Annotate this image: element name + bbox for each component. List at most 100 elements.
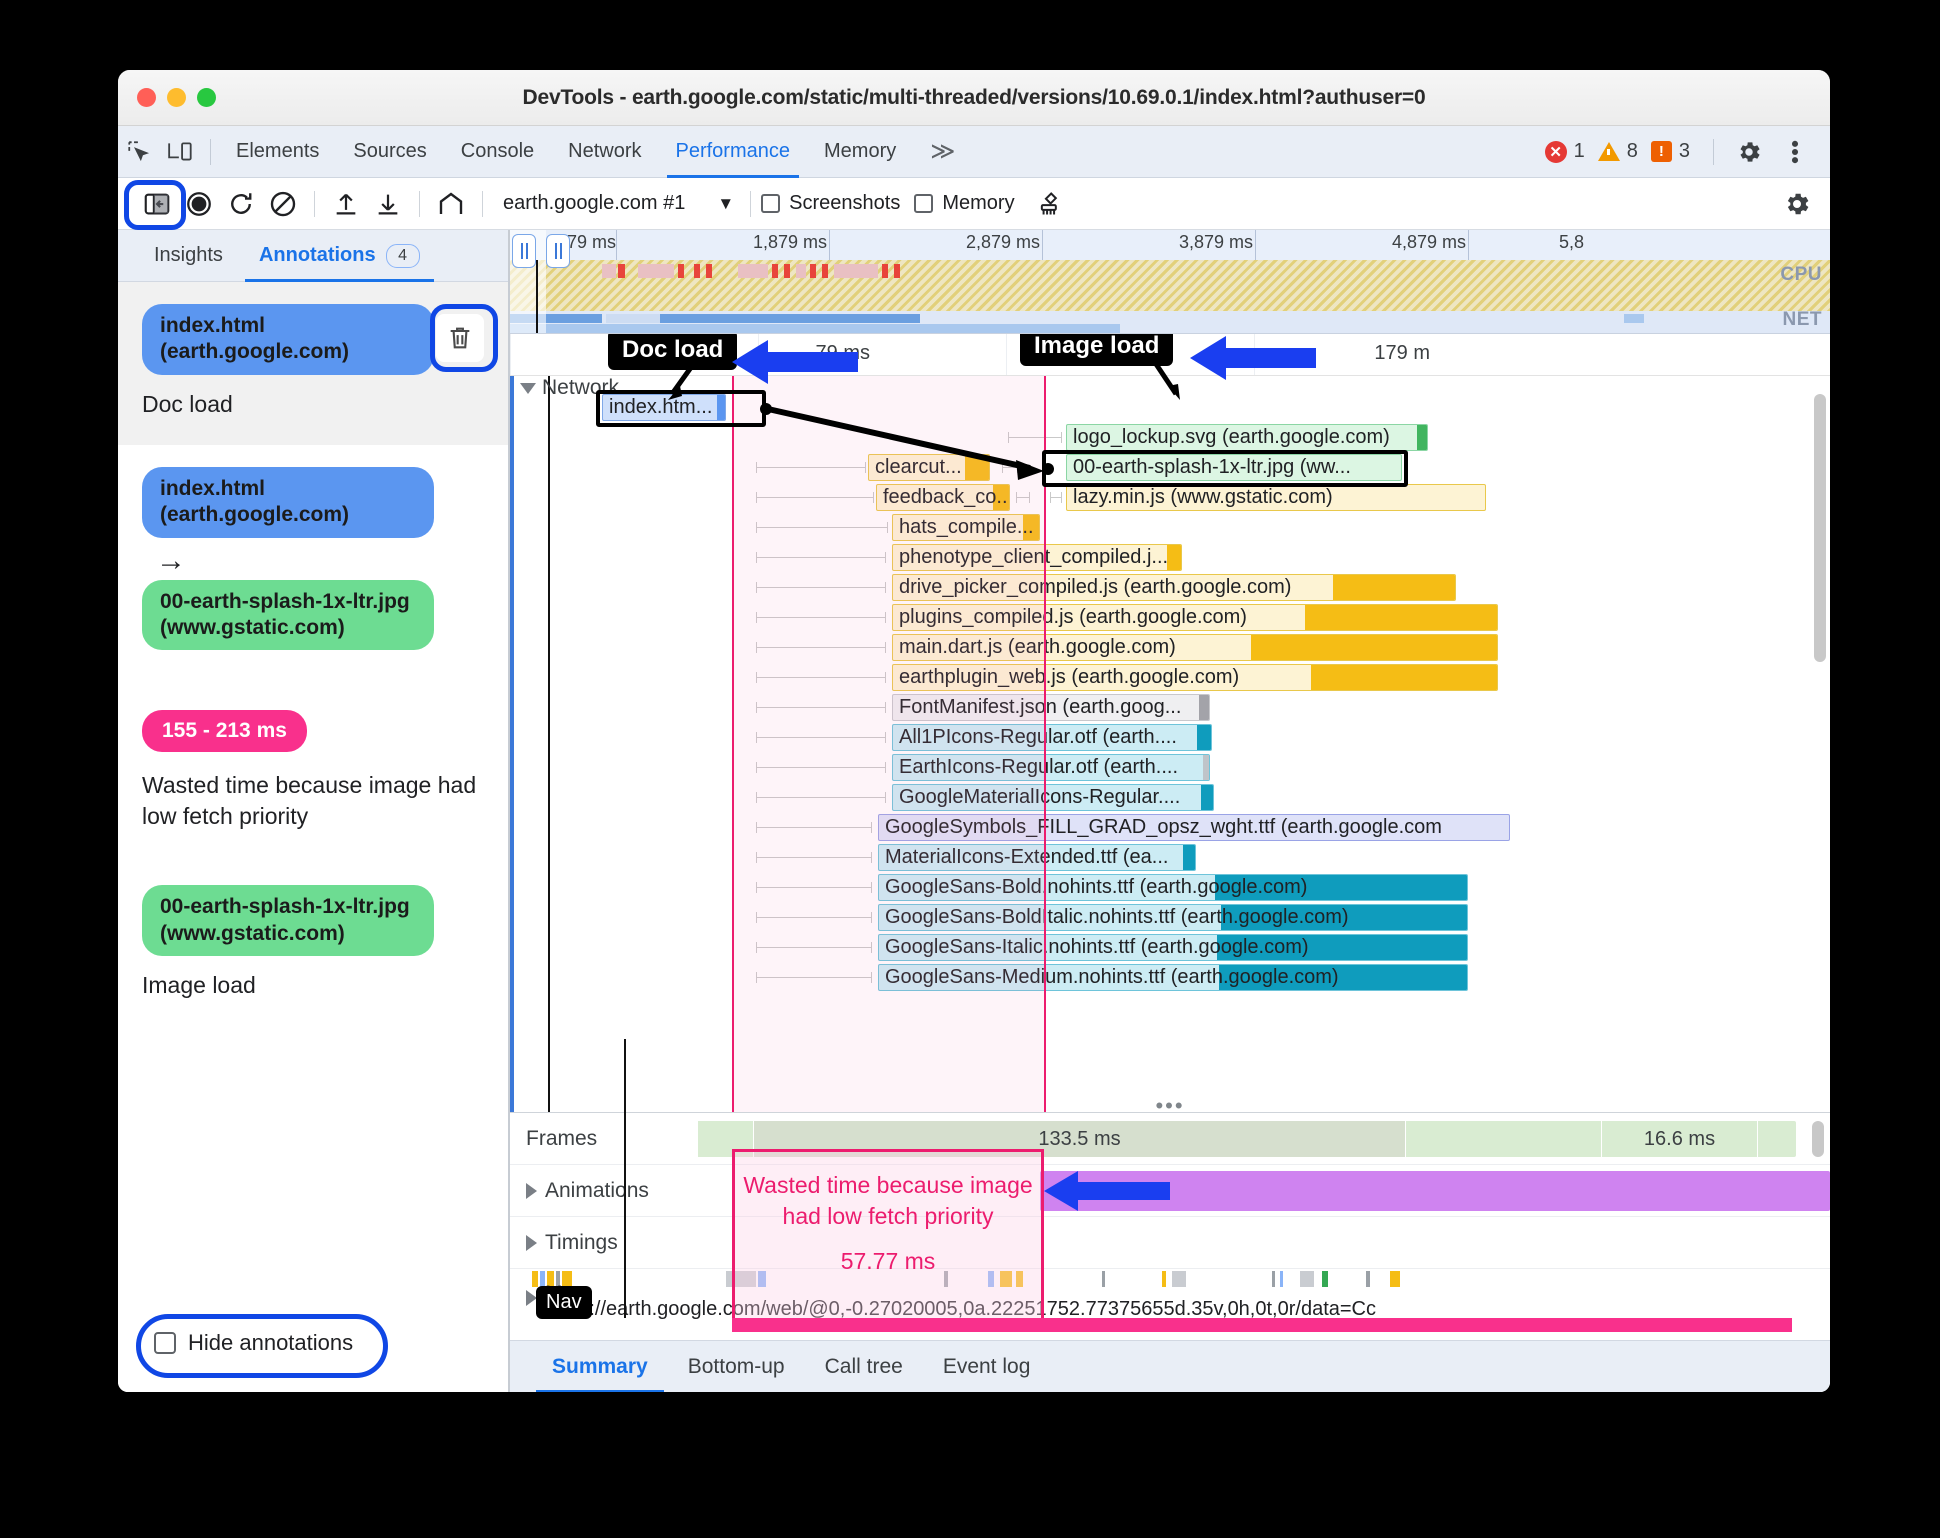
request-bar-all1picons[interactable]: All1PIcons-Regular.otf (earth.... (892, 724, 1212, 751)
request-bar-hats[interactable]: hats_compile... (892, 514, 1040, 541)
table-row[interactable]: All1PIcons-Regular.otf (earth.... (510, 724, 1830, 751)
annotation-item-time-range[interactable]: 155 - 213 ms Wasted time because image h… (118, 676, 508, 857)
annotation-item-doc-load[interactable]: index.html (earth.google.com) Doc load (118, 282, 508, 446)
tab-bottom-up[interactable]: Bottom-up (668, 1341, 805, 1393)
tab-elements[interactable]: Elements (219, 126, 336, 178)
entry-chip-from[interactable]: index.html (earth.google.com) (142, 467, 434, 538)
expand-tracks-ellipsis[interactable]: ••• (1155, 1093, 1185, 1118)
warning-counter[interactable]: 8 (1597, 140, 1638, 163)
annotation-item-image-load[interactable]: 00-earth-splash-1x-ltr.jpg (www.gstatic.… (118, 857, 508, 1026)
tab-performance[interactable]: Performance (659, 126, 808, 178)
tab-summary[interactable]: Summary (532, 1341, 668, 1392)
annotations-list[interactable]: index.html (earth.google.com) Doc load i… (118, 282, 508, 1320)
screenshots-checkbox[interactable]: Screenshots (761, 192, 900, 215)
time-range-chip[interactable]: 155 - 213 ms (142, 710, 307, 753)
memory-checkbox[interactable]: Memory (914, 192, 1015, 215)
request-bar-plugins[interactable]: plugins_compiled.js (earth.google.com) (892, 604, 1498, 631)
reload-record-icon[interactable] (220, 184, 262, 224)
frame-duration[interactable]: 16.6 ms (1602, 1121, 1758, 1157)
table-row[interactable]: hats_compile... (510, 514, 1830, 541)
table-row[interactable]: phenotype_client_compiled.j... (510, 544, 1830, 571)
more-tabs-button[interactable]: ≫ (913, 126, 972, 178)
recording-selector[interactable]: earth.google.com #1 ▼ (497, 192, 740, 215)
table-row[interactable]: main.dart.js (earth.google.com) (510, 634, 1830, 661)
network-request-rows[interactable]: index.htm... logo_lockup.svg (earth.goog… (510, 376, 1830, 1112)
home-icon[interactable] (430, 184, 472, 224)
frames-track[interactable]: Frames 133.5 ms 16.6 ms (510, 1113, 1830, 1165)
table-row[interactable]: EarthIcons-Regular.otf (earth.... (510, 754, 1830, 781)
wasted-time-overlay[interactable]: Wasted time because image had low fetch … (732, 1149, 1044, 1321)
table-row[interactable]: GoogleSymbols_FILL_GRAD_opsz_wght.ttf (e… (510, 814, 1830, 841)
minimize-button[interactable] (167, 88, 186, 107)
overview-handle-right[interactable] (546, 234, 570, 268)
request-bar-googlesans-italic[interactable]: GoogleSans-Italic.nohints.ttf (earth.goo… (878, 934, 1468, 961)
upload-icon[interactable] (325, 184, 367, 224)
request-bar-drive-picker[interactable]: drive_picker_compiled.js (earth.google.c… (892, 574, 1456, 601)
tab-console[interactable]: Console (444, 126, 551, 178)
animation-bar[interactable] (1040, 1171, 1830, 1211)
request-bar-googlesans-bolditalic[interactable]: GoogleSans-BoldItalic.nohints.ttf (earth… (878, 904, 1468, 931)
request-bar-earth-splash[interactable]: 00-earth-splash-1x-ltr.jpg (ww... (1066, 454, 1402, 481)
network-track-header[interactable]: Network (510, 376, 619, 400)
request-bar-phenotype[interactable]: phenotype_client_compiled.j... (892, 544, 1182, 571)
record-circle-icon[interactable] (178, 184, 220, 224)
frames-scrollbar[interactable] (1812, 1121, 1824, 1157)
tab-memory[interactable]: Memory (807, 126, 913, 178)
table-row[interactable]: MaterialIcons-Extended.ttf (ea... (510, 844, 1830, 871)
inspect-cursor-icon[interactable] (118, 132, 160, 172)
timings-track[interactable]: Timings (510, 1217, 1830, 1269)
table-row[interactable]: FontManifest.json (earth.goog... (510, 694, 1830, 721)
overview-handle-left[interactable] (512, 234, 536, 268)
request-bar-main-dart[interactable]: main.dart.js (earth.google.com) (892, 634, 1498, 661)
request-bar-googlesans-medium[interactable]: GoogleSans-Medium.nohints.ttf (earth.goo… (878, 964, 1468, 991)
table-row[interactable]: GoogleSans-Bold.nohints.ttf (earth.googl… (510, 874, 1830, 901)
request-bar-earthicons[interactable]: EarthIcons-Regular.otf (earth.... (892, 754, 1210, 781)
gear-icon[interactable] (1728, 132, 1770, 172)
timeline-overview[interactable]: 879 ms 1,879 ms 2,879 ms 3,879 ms 4,879 … (510, 230, 1830, 334)
request-bar-clearcut[interactable]: clearcut... (868, 454, 990, 481)
sidebar-tab-insights[interactable]: Insights (136, 230, 241, 282)
table-row[interactable]: index.htm... (510, 394, 1830, 421)
table-row[interactable]: plugins_compiled.js (earth.google.com) (510, 604, 1830, 631)
entry-chip[interactable]: 00-earth-splash-1x-ltr.jpg (www.gstatic.… (142, 885, 434, 956)
table-row[interactable]: GoogleSans-BoldItalic.nohints.ttf (earth… (510, 904, 1830, 931)
annotation-item-link[interactable]: index.html (earth.google.com) → 00-earth… (118, 445, 508, 676)
kebab-menu-icon[interactable] (1774, 132, 1816, 172)
request-bar-feedback[interactable]: feedback_co... (876, 484, 1010, 511)
animations-track[interactable]: Animations (510, 1165, 1830, 1217)
tab-network[interactable]: Network (551, 126, 658, 178)
request-bar-lazy-min-js[interactable]: lazy.min.js (www.gstatic.com) (1066, 484, 1486, 511)
download-icon[interactable] (367, 184, 409, 224)
entry-chip[interactable]: index.html (earth.google.com) (142, 304, 434, 375)
table-row[interactable]: earthplugin_web.js (earth.google.com) (510, 664, 1830, 691)
perf-settings-gear-icon[interactable] (1776, 184, 1818, 224)
request-bar-index-html[interactable]: index.htm... (602, 394, 726, 421)
table-row[interactable]: clearcut... 00-earth-splash-1x-ltr.jpg (… (510, 454, 1830, 481)
delete-annotation-button[interactable] (436, 314, 484, 362)
table-row[interactable]: drive_picker_compiled.js (earth.google.c… (510, 574, 1830, 601)
request-bar-googlesymbols[interactable]: GoogleSymbols_FILL_GRAD_opsz_wght.ttf (e… (878, 814, 1510, 841)
main-track[interactable]: Ma (510, 1269, 1830, 1327)
table-row[interactable]: GoogleSans-Italic.nohints.ttf (earth.goo… (510, 934, 1830, 961)
sidebar-tab-annotations[interactable]: Annotations 4 (241, 230, 438, 282)
request-bar-googlesans-bold[interactable]: GoogleSans-Bold.nohints.ttf (earth.googl… (878, 874, 1468, 901)
request-bar-logo-lockup[interactable]: logo_lockup.svg (earth.google.com) (1066, 424, 1428, 451)
tab-call-tree[interactable]: Call tree (805, 1341, 923, 1393)
close-button[interactable] (137, 88, 156, 107)
maximize-button[interactable] (197, 88, 216, 107)
error-counter[interactable]: ✕ 1 (1544, 140, 1585, 163)
request-bar-earthplugin[interactable]: earthplugin_web.js (earth.google.com) (892, 664, 1498, 691)
flame-vertical-scrollbar[interactable] (1814, 394, 1826, 662)
wasted-time-bar[interactable] (732, 1318, 1792, 1332)
sidebar-toggle-icon[interactable] (136, 184, 178, 224)
table-row[interactable]: GoogleMaterialIcons-Regular.... (510, 784, 1830, 811)
collect-garbage-icon[interactable] (1029, 184, 1071, 224)
timings-track-label[interactable]: Timings (510, 1231, 720, 1255)
tab-event-log[interactable]: Event log (923, 1341, 1051, 1393)
window-controls[interactable] (118, 88, 216, 107)
tab-sources[interactable]: Sources (336, 126, 443, 178)
request-bar-googlematerialicons[interactable]: GoogleMaterialIcons-Regular.... (892, 784, 1214, 811)
request-bar-fontmanifest[interactable]: FontManifest.json (earth.goog... (892, 694, 1210, 721)
table-row[interactable]: logo_lockup.svg (earth.google.com) (510, 424, 1830, 451)
clear-icon[interactable] (262, 184, 304, 224)
